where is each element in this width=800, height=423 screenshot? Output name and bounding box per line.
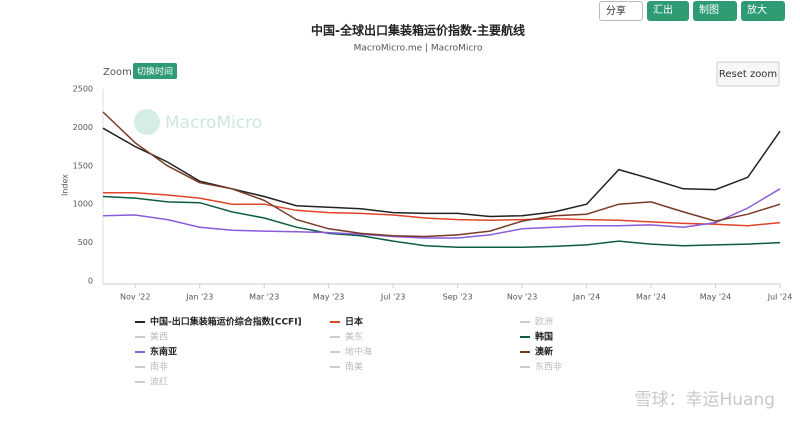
series-line (102, 195, 781, 248)
legend-label[interactable]: 东西非 (535, 361, 562, 373)
series-line (102, 127, 781, 218)
x-tick-label: Nov '22 (120, 293, 151, 302)
legend-label[interactable]: 中国-出口集装箱运价综合指数[CCFI] (150, 316, 302, 328)
x-tick-label: Nov '23 (507, 293, 538, 302)
x-tick-label: Sep '23 (443, 293, 473, 302)
chart-subtitle: MacroMicro.me | MacroMicro (354, 44, 483, 54)
y-tick-label: 2000 (73, 123, 93, 132)
share-button[interactable]: 分享 (599, 1, 643, 21)
y-tick-label: 500 (78, 238, 93, 247)
series-line (102, 188, 781, 239)
x-tick-label: Jan '23 (185, 293, 213, 302)
chart-title: 中国-全球出口集装箱运价指数-主要航线 (311, 23, 525, 38)
legend-label[interactable]: 澳新 (535, 346, 553, 358)
legend-label[interactable]: 美西 (150, 331, 168, 343)
legend-label[interactable]: 南美 (345, 361, 363, 373)
footer-watermark: 雪球：幸运Huang (634, 390, 775, 410)
export-button[interactable]: 汇出 (647, 1, 689, 21)
y-tick-label: 1500 (73, 161, 93, 170)
series-line (102, 111, 781, 238)
reset-zoom-label[interactable]: Reset zoom (719, 69, 777, 80)
y-tick-label: 1000 (73, 200, 93, 209)
y-axis-label: Index (61, 174, 70, 196)
legend-label[interactable]: 韩国 (535, 331, 553, 343)
x-tick-label: Jul '23 (380, 293, 406, 302)
x-tick-label: May '23 (313, 293, 344, 302)
legend-label[interactable]: 东南亚 (150, 346, 177, 358)
switch-time-button[interactable] (133, 63, 177, 79)
zoom-label: Zoom (103, 67, 132, 78)
legend-label[interactable]: 美东 (345, 331, 363, 343)
x-tick-label: Jul '24 (767, 293, 793, 302)
x-tick-label: Jan '24 (572, 293, 600, 302)
switch-time-label[interactable]: 切换时间 (137, 66, 173, 78)
x-tick-label: May '24 (700, 293, 731, 302)
y-tick-label: 0 (88, 277, 93, 286)
legend-label[interactable]: 日本 (345, 316, 364, 328)
series-line (103, 191, 781, 227)
legend-label[interactable]: 南非 (150, 361, 168, 373)
zoom-button[interactable]: 放大 (741, 1, 785, 21)
legend-label[interactable]: 地中海 (345, 346, 372, 358)
x-tick-label: Mar '24 (636, 293, 666, 302)
y-tick-label: 2500 (73, 85, 93, 94)
legend-label[interactable]: 欧洲 (535, 316, 553, 328)
chart-button[interactable]: 制图 (693, 1, 737, 21)
x-tick-label: Mar '23 (249, 293, 279, 302)
watermark-logo (134, 109, 160, 135)
watermark: MacroMicro (165, 113, 262, 133)
legend-label[interactable]: 波红 (150, 376, 168, 388)
reset-zoom-button[interactable] (716, 61, 780, 87)
